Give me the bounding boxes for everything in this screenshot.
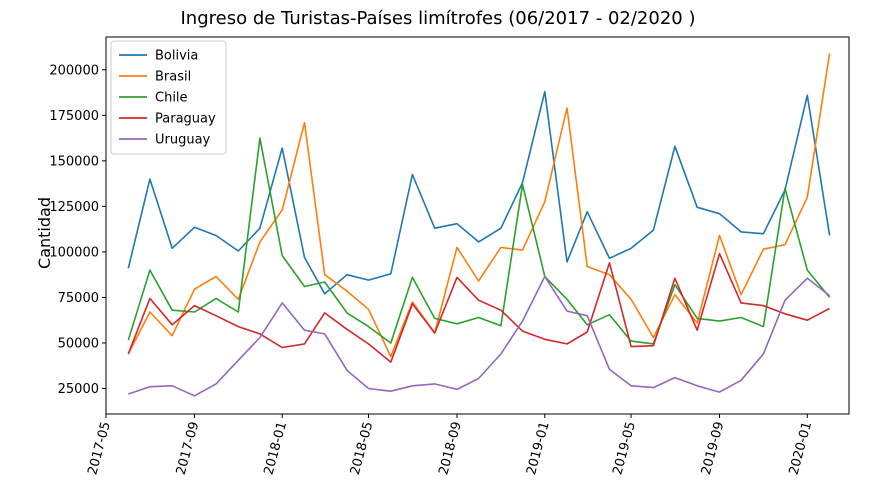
- x-tick-label: 2018-09: [436, 420, 465, 476]
- legend-label-chile: Chile: [155, 91, 188, 106]
- x-tick-label: 2020-01: [787, 420, 816, 476]
- series-line-paraguay: [127, 252, 830, 363]
- legend-label-bolivia: Bolivia: [155, 49, 198, 64]
- x-tick-label: 2017-05: [85, 420, 114, 476]
- y-tick-label: 50000: [58, 336, 99, 351]
- x-tick-label: 2017-09: [174, 420, 203, 476]
- chart-title: Ingreso de Turistas-Países limítrofes (0…: [181, 8, 696, 29]
- series-line-uruguay: [128, 275, 831, 397]
- y-tick-label: 150000: [49, 154, 99, 169]
- plot-frame: [105, 36, 850, 415]
- series-line-chile: [127, 137, 831, 345]
- legend-label-paraguay: Paraguay: [155, 112, 216, 127]
- series-line-brasil: [127, 53, 831, 358]
- y-axis-label: Cantidad: [35, 197, 54, 269]
- legend: Bolivia Brasil Chile Paraguay Uruguay: [110, 40, 227, 155]
- y-tick-label: 200000: [49, 63, 99, 78]
- x-tick-label: 2018-05: [348, 420, 377, 476]
- y-tick-label: 75000: [58, 291, 99, 306]
- x-tick-label: 2019-09: [699, 420, 728, 476]
- legend-label-brasil: Brasil: [155, 70, 191, 85]
- y-tick-label: 125000: [49, 200, 99, 215]
- x-tick-label: 2019-05: [610, 420, 639, 476]
- x-tick-label: 2018-01: [262, 420, 291, 476]
- x-tick-label: 2019-01: [524, 420, 553, 476]
- y-tick-label: 25000: [58, 382, 99, 397]
- y-tick-label: 175000: [49, 109, 99, 124]
- legend-label-uruguay: Uruguay: [155, 133, 211, 148]
- legend-box: [110, 40, 227, 155]
- y-tick-label: 100000: [49, 245, 99, 260]
- series-line-bolivia: [127, 90, 831, 295]
